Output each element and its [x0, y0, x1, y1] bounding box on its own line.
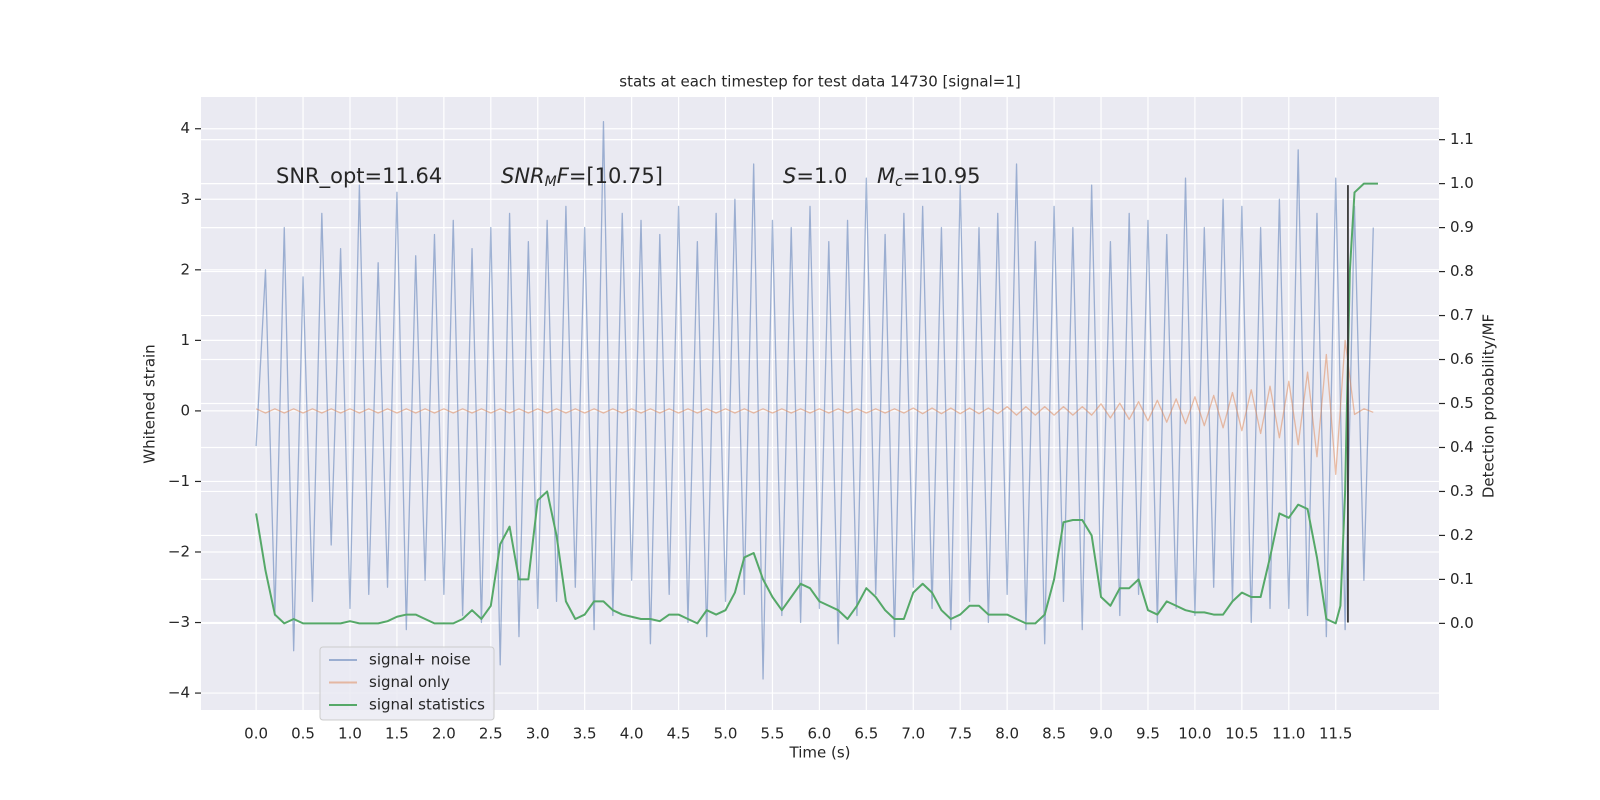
annotation: S=1.0 [783, 164, 847, 188]
series-line [255, 339, 1374, 476]
x-tick-label: 6.0 [807, 725, 831, 743]
series-line [255, 182, 1378, 625]
y2-tick-label: 1.0 [1450, 174, 1474, 192]
y2-tick-label: 0.3 [1450, 482, 1474, 500]
annotation-part: =[10.75] [569, 164, 663, 188]
annotation-part: =10.95 [903, 164, 981, 188]
x-tick-label: 0.5 [291, 725, 315, 743]
x-tick-label: 5.0 [714, 725, 738, 743]
y2-tick-label: 0.4 [1450, 438, 1474, 456]
y2-tick-label: 0.9 [1450, 218, 1474, 236]
x-tick-label: 11.5 [1319, 725, 1352, 743]
x-tick-label: 4.5 [667, 725, 691, 743]
x-tick-label: 6.5 [854, 725, 878, 743]
annotation-part: F [557, 164, 570, 188]
x-tick-label: 2.5 [479, 725, 503, 743]
series-line [255, 121, 1374, 680]
y-tick-label: 3 [180, 190, 190, 208]
y2-axis-label: Detection probability/MF [1480, 314, 1498, 498]
y-tick-label: 0 [180, 401, 190, 419]
x-tick-label: 8.5 [1042, 725, 1066, 743]
x-tick-label: 5.5 [761, 725, 785, 743]
legend-label: signal statistics [369, 696, 485, 714]
y2-tick-label: 0.7 [1450, 306, 1474, 324]
x-tick-label: 10.0 [1178, 725, 1211, 743]
annotation-part: =1.0 [796, 164, 847, 188]
x-tick-label: 7.5 [948, 725, 972, 743]
chart-title: stats at each timestep for test data 147… [619, 73, 1020, 91]
legend-label: signal only [369, 673, 450, 691]
x-tick-label: 3.0 [526, 725, 550, 743]
x-tick-label: 11.0 [1272, 725, 1305, 743]
y-tick-label: −4 [168, 684, 190, 702]
y2-tick-label: 0.6 [1450, 350, 1474, 368]
x-tick-label: 4.0 [620, 725, 644, 743]
annotation-part: SNR [501, 164, 545, 188]
x-tick-label: 2.0 [432, 725, 456, 743]
annotation-part: M [545, 174, 557, 190]
x-tick-label: 8.0 [995, 725, 1019, 743]
y2-tick-label: 0.0 [1450, 614, 1474, 632]
annotation-part: S [783, 164, 796, 188]
x-tick-label: 0.0 [244, 725, 268, 743]
y2-tick-label: 0.1 [1450, 570, 1474, 588]
x-axis-label: Time (s) [789, 744, 851, 762]
y-axis-label: Whitened strain [141, 344, 159, 463]
x-tick-label: 1.0 [338, 725, 362, 743]
x-tick-label: 9.5 [1136, 725, 1160, 743]
y-tick-label: 1 [180, 331, 190, 349]
annotation-part: SNR_opt=11.64 [276, 164, 442, 189]
annotation-part: M [877, 164, 895, 188]
annotation: SNRMF=[10.75] [501, 164, 663, 190]
y2-tick-label: 0.5 [1450, 394, 1474, 412]
legend-label: signal+ noise [369, 651, 471, 669]
x-tick-label: 9.0 [1089, 725, 1113, 743]
x-tick-label: 1.5 [385, 725, 409, 743]
legend-box [319, 646, 495, 721]
annotation-part: c [895, 174, 903, 190]
x-tick-label: 3.5 [573, 725, 597, 743]
y2-tick-label: 1.1 [1450, 130, 1474, 148]
y-tick-label: −2 [168, 542, 190, 560]
y-tick-label: 4 [180, 119, 190, 137]
annotation: Mc=10.95 [877, 164, 981, 190]
y2-tick-label: 0.2 [1450, 526, 1474, 544]
x-tick-label: 7.0 [901, 725, 925, 743]
y2-tick-label: 0.8 [1450, 262, 1474, 280]
annotation: SNR_opt=11.64 [276, 164, 442, 189]
y-tick-label: 2 [180, 260, 190, 278]
y-tick-label: −3 [168, 613, 190, 631]
y-tick-label: −1 [168, 472, 190, 490]
x-tick-label: 10.5 [1225, 725, 1258, 743]
